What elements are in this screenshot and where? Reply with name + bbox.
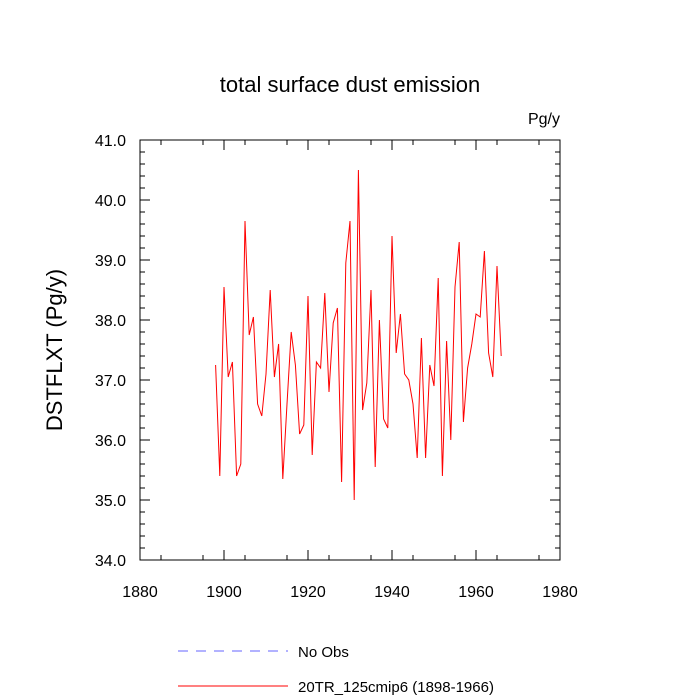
legend-label-series: 20TR_125cmip6 (1898-1966) bbox=[298, 679, 494, 696]
y-tick-label: 34.0 bbox=[95, 553, 126, 570]
y-tick-label: 35.0 bbox=[95, 493, 126, 510]
minor-ticks bbox=[140, 140, 560, 560]
units-label: Pg/y bbox=[528, 111, 560, 128]
y-tick-label: 38.0 bbox=[95, 313, 126, 330]
y-tick-label: 37.0 bbox=[95, 373, 126, 390]
y-tick-label: 36.0 bbox=[95, 433, 126, 450]
series-line bbox=[215, 169, 502, 501]
x-tick-label: 1940 bbox=[374, 584, 410, 601]
x-tick-label: 1920 bbox=[290, 584, 326, 601]
y-tick-label: 39.0 bbox=[95, 253, 126, 270]
y-axis-label: DSTFLXT (Pg/y) bbox=[42, 269, 67, 431]
x-tick-label: 1960 bbox=[458, 584, 494, 601]
x-tick-label: 1980 bbox=[542, 584, 578, 601]
series-group bbox=[215, 169, 502, 501]
y-tick-label: 40.0 bbox=[95, 193, 126, 210]
major-ticks bbox=[139, 139, 561, 561]
x-tick-label: 1900 bbox=[206, 584, 242, 601]
y-tick-label: 41.0 bbox=[95, 133, 126, 150]
chart-title: total surface dust emission bbox=[220, 72, 480, 97]
legend-label-no-obs: No Obs bbox=[298, 644, 349, 661]
y-tick-labels: 34.0 35.0 36.0 37.0 38.0 39.0 40.0 41.0 bbox=[95, 133, 126, 570]
x-tick-label: 1880 bbox=[122, 584, 158, 601]
x-tick-labels: 1880 1900 1920 1940 1960 1980 bbox=[122, 584, 578, 601]
plot-frame bbox=[139, 139, 561, 561]
legend: No Obs 20TR_125cmip6 (1898-1966) bbox=[178, 644, 494, 696]
